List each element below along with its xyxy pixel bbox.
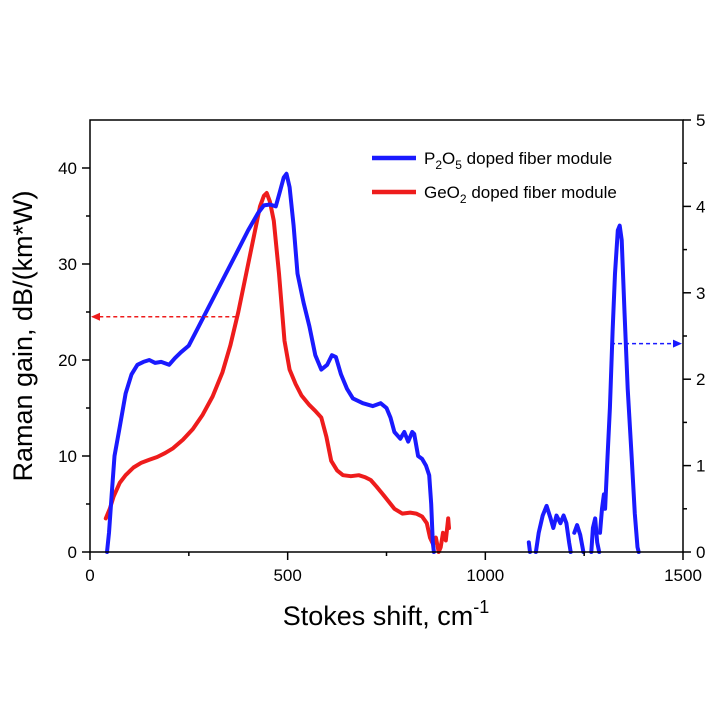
- legend-label-geo2: GeO2 doped fiber module: [424, 183, 617, 206]
- tick-layer: 0 500 1000 1500 0 10 20 30 40 0 1 2 3 4 5: [58, 111, 705, 585]
- x-tick-label: 0: [85, 566, 94, 585]
- series-line-geo2-seg-0: [103, 191, 451, 554]
- y-right-tick-label: 2: [696, 370, 705, 389]
- series-line-p2o5-seg-4: [589, 516, 602, 554]
- y-left-tick-label: 10: [58, 447, 77, 466]
- series-line-p2o5-seg-0: [105, 171, 436, 554]
- x-tick-label: 1000: [466, 566, 504, 585]
- y-left-tick-label: 20: [58, 351, 77, 370]
- y-left-tick-label: 30: [58, 255, 77, 274]
- legend-label-p2o5: P2O5 doped fiber module: [424, 149, 612, 172]
- annotation-layer: [91, 312, 682, 348]
- y-right-tick-label: 4: [696, 197, 705, 216]
- series-line-p2o5-seg-5: [598, 223, 641, 554]
- y-left-tick-label: 0: [68, 543, 77, 562]
- series-line-p2o5-seg-1: [526, 540, 532, 554]
- x-tick-label: 500: [273, 566, 301, 585]
- y-left-tick-label: 40: [58, 159, 77, 178]
- x-axis-title: Stokes shift, cm-1: [283, 597, 490, 631]
- y-right-tick-label: 0: [696, 543, 705, 562]
- x-tick-label: 1500: [664, 566, 702, 585]
- y-right-tick-label: 3: [696, 284, 705, 303]
- legend: P2O5 doped fiber module GeO2 doped fiber…: [372, 149, 617, 206]
- series-line-p2o5-seg-3: [572, 523, 586, 554]
- y-right-tick-label: 1: [696, 457, 705, 476]
- series-line-p2o5-seg-2: [533, 503, 573, 554]
- series-layer: [103, 171, 641, 554]
- y-right-tick-label: 5: [696, 111, 705, 130]
- y-axis-title: Raman gain, dB/(km*W): [8, 190, 38, 481]
